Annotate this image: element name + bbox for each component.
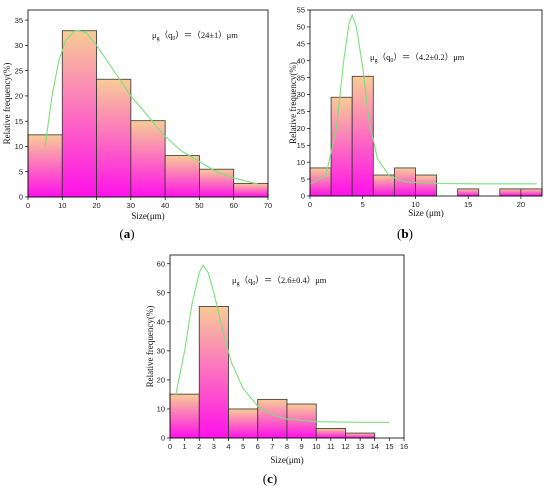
y-tick-label: 35	[15, 16, 23, 25]
y-tick-label: 0	[19, 193, 23, 202]
y-axis-label: Relative frequency(%)	[288, 62, 298, 144]
bar-1	[169, 393, 200, 439]
x-tick-label: 0	[168, 442, 172, 451]
x-tick-label: 15	[385, 442, 393, 451]
y-tick-label: 25	[15, 66, 23, 75]
y-tick-label: 5	[301, 175, 305, 184]
y-tick-label: 5	[19, 167, 23, 176]
bar-2	[330, 96, 353, 197]
y-tick-label: 10	[297, 158, 305, 167]
bar-5	[164, 155, 200, 198]
x-tick-label: 0	[308, 200, 312, 209]
y-tick-label: 15	[15, 117, 23, 126]
x-tick-label: 3	[212, 442, 216, 451]
bar-4	[257, 398, 288, 439]
panel-label: (c)	[263, 471, 277, 486]
x-tick-label: 0	[26, 201, 30, 210]
x-axis-label: Size (μm)	[408, 208, 444, 218]
x-tick-label: 40	[161, 201, 169, 210]
y-tick-label: 20	[297, 124, 305, 133]
mean-size-annotation: μg（q0）＝（24±1）μm	[152, 30, 238, 42]
bar-6	[199, 168, 235, 198]
x-tick-label: 5	[361, 200, 365, 209]
y-tick-label: 50	[297, 23, 305, 32]
y-tick-label: 35	[297, 73, 305, 82]
y-tick-label: 0	[161, 434, 165, 443]
x-tick-label: 20	[517, 200, 525, 209]
plot-frame	[309, 9, 543, 197]
y-tick-label: 20	[15, 92, 23, 101]
mean-size-annotation: μg（q0）＝（4.2±0.2）μm	[370, 52, 465, 64]
y-tick-label: 60	[157, 259, 165, 268]
x-tick-label: 30	[127, 201, 135, 210]
x-tick-label: 20	[92, 201, 100, 210]
y-tick-label: 50	[157, 288, 165, 297]
y-tick-label: 0	[301, 192, 305, 201]
bar-7	[233, 182, 269, 198]
x-tick-label: 15	[464, 200, 472, 209]
x-tick-label: 70	[264, 201, 272, 210]
x-axis-label: Size(μm)	[131, 211, 164, 221]
y-axis-label: Relative frequency(%)	[2, 63, 12, 145]
bar-6	[315, 428, 346, 439]
x-tick-label: 1	[183, 442, 187, 451]
y-tick-label: 10	[15, 142, 23, 151]
x-tick-label: 14	[371, 442, 379, 451]
y-tick-label: 20	[157, 376, 165, 385]
chart-panel-1: 0 10 20 30 40 50 60 70 0 5 10 15 20 25 30 35 Size(μm) Rel…	[2, 9, 272, 241]
y-tick-label: 40	[157, 318, 165, 327]
y-tick-label: 30	[297, 90, 305, 99]
x-tick-label: 2	[197, 442, 201, 451]
bar-4	[130, 120, 166, 198]
y-axis-label: Relative frequency(%)	[145, 306, 155, 388]
bar-3	[96, 78, 132, 198]
x-tick-label: 5	[241, 442, 245, 451]
x-tick-label: 10	[411, 200, 419, 209]
bar-2	[198, 306, 229, 439]
x-tick-label: 60	[230, 201, 238, 210]
bar-3	[351, 75, 374, 197]
x-tick-label: 8	[285, 442, 289, 451]
panel-label: (b)	[397, 226, 413, 241]
x-tick-label: 13	[356, 442, 364, 451]
x-tick-label: 10	[312, 442, 320, 451]
bar-3	[228, 408, 259, 439]
bar-7	[345, 432, 376, 439]
bar-6	[415, 174, 437, 197]
x-tick-label: 50	[195, 201, 203, 210]
y-tick-label: 10	[157, 405, 165, 414]
y-tick-label: 45	[297, 40, 305, 49]
y-tick-label: 30	[157, 347, 165, 356]
fit-curve	[309, 13, 537, 185]
x-tick-label: 7	[270, 442, 274, 451]
x-tick-label: 12	[341, 442, 349, 451]
y-tick-label: 15	[297, 141, 305, 150]
bar-7	[457, 188, 480, 197]
bar-9	[520, 188, 543, 197]
chart-panel-3: 0 1 2 3 4 5 6 7 8 9 10 11 12 13 14 15 160102030405060Siz…	[145, 254, 408, 486]
bar-4	[372, 174, 395, 197]
bar-8	[499, 188, 522, 197]
x-tick-label: 10	[58, 201, 66, 210]
y-tick-label: 55	[297, 6, 305, 15]
x-tick-label: 4	[226, 442, 230, 451]
plot-frame	[27, 9, 269, 198]
fit-curve	[44, 29, 258, 185]
mean-size-annotation: μg（q0）＝（2.6±0.4）μm	[232, 275, 327, 287]
y-tick-label: 25	[297, 107, 305, 116]
y-tick-label: 40	[297, 56, 305, 65]
x-axis-label: Size(μm)	[270, 455, 303, 465]
x-tick-label: 6	[256, 442, 260, 451]
y-tick-label: 30	[15, 41, 23, 50]
fit-curve	[175, 264, 390, 423]
x-tick-label: 16	[400, 442, 408, 451]
x-tick-label: 9	[300, 442, 304, 451]
x-tick-label: 11	[327, 442, 335, 451]
chart-panel-2: 0 5 10 15 20 0 5 10 15 20 25 30 35 40 45 50 55 Size (μm) R…	[288, 6, 543, 241]
panel-label: (a)	[119, 226, 134, 241]
bar-2	[61, 30, 97, 198]
